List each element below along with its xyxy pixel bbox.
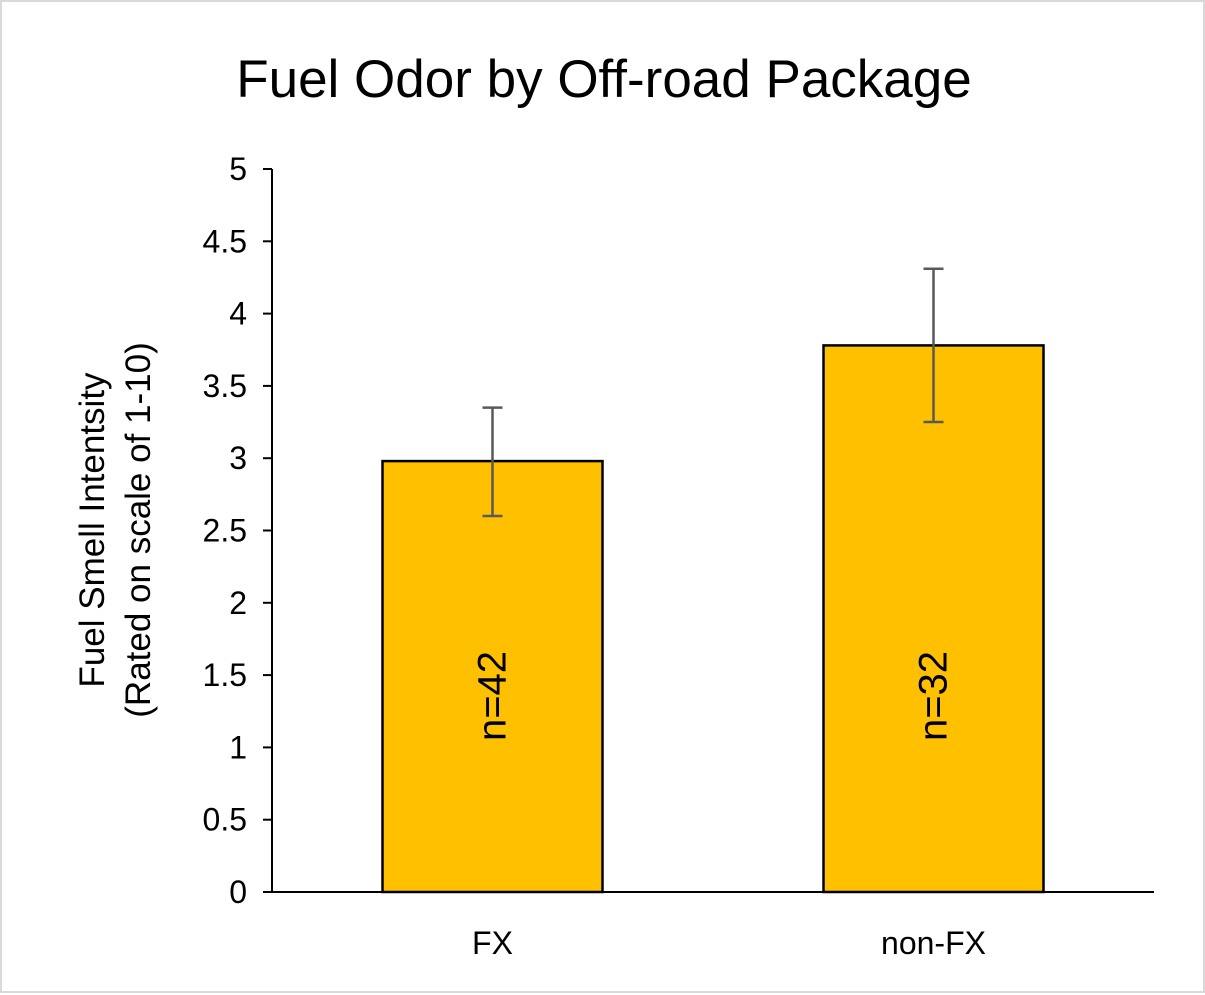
bar-fx — [381, 459, 604, 894]
y-axis-title: Fuel Smell Intentsity (Rated on scale of… — [73, 342, 158, 717]
y-tick-label-1: 0.5 — [203, 802, 247, 838]
y-tick-label-9: 4.5 — [203, 223, 247, 259]
y-tick-label-5: 2.5 — [203, 513, 247, 549]
x-tick-label-fx: FX — [472, 925, 513, 961]
y-tick-label-6: 3 — [229, 440, 247, 476]
y-axis-title-line-2: (Rated on scale of 1-10) — [119, 342, 158, 717]
y-tick-label-3: 1.5 — [203, 657, 247, 693]
chart-title: Fuel Odor by Off-road Package — [236, 50, 972, 109]
y-tick-label-8: 4 — [229, 296, 247, 332]
y-tick-label-4: 2 — [229, 585, 247, 621]
plot-area: n=42 n=32 0 0.5 1 1.5 2 2.5 3 3.5 4 4.5 5 FX non-FX — [203, 151, 1154, 961]
y-tick-label-2: 1 — [229, 729, 247, 765]
bar-non-fx — [822, 344, 1045, 894]
y-axis-title-line-1: Fuel Smell Intentsity — [73, 372, 112, 688]
y-tick-label-0: 0 — [229, 874, 247, 910]
bar-label-fx: n=42 — [471, 651, 515, 741]
y-tick-label-10: 5 — [229, 151, 247, 187]
y-tick-label-7: 3.5 — [203, 368, 247, 404]
x-tick-label-non-fx: non-FX — [881, 925, 986, 961]
bar-label-non-fx: n=32 — [912, 651, 956, 741]
